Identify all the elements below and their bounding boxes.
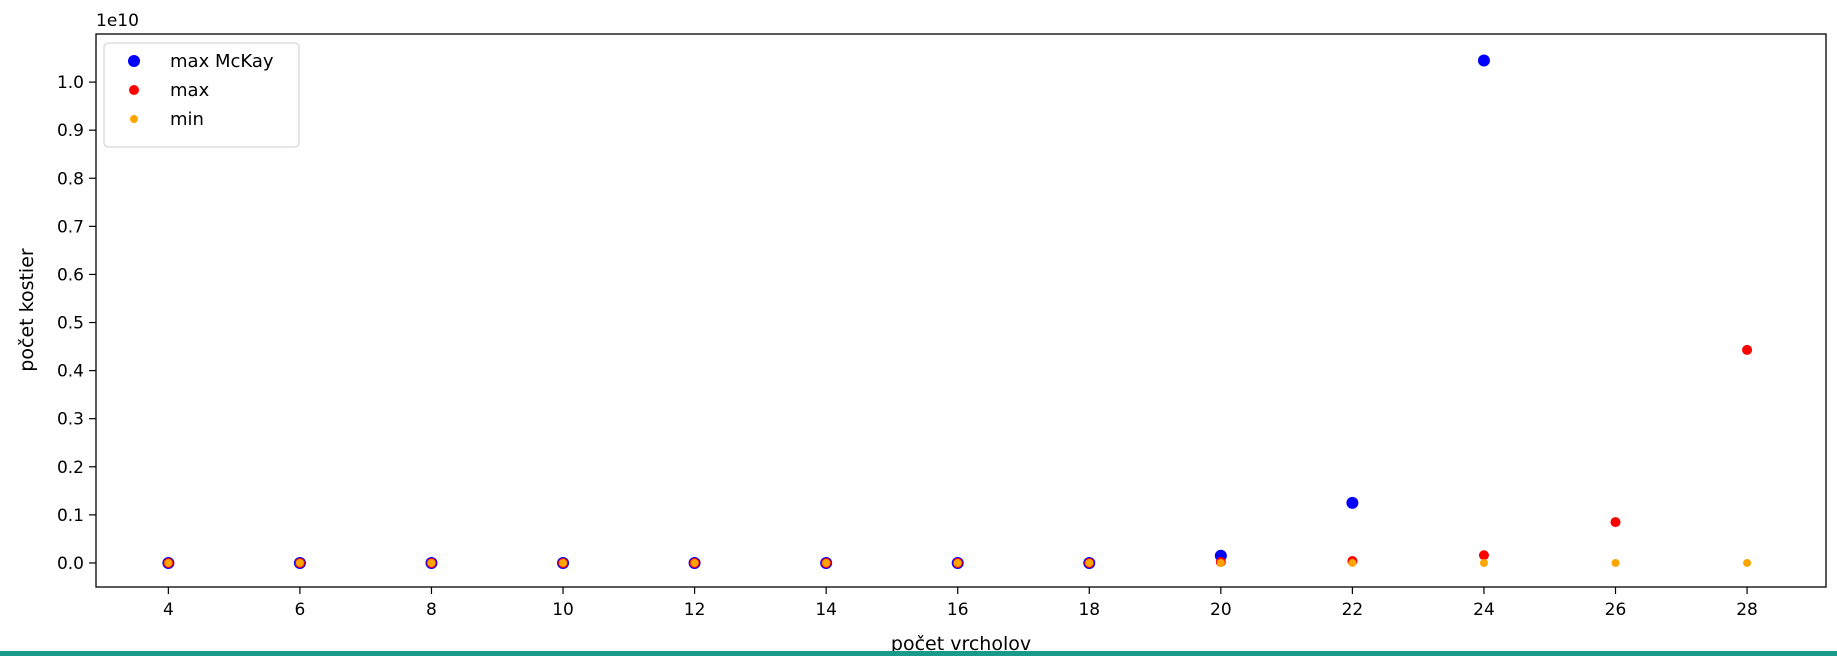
legend-label: min [170,109,204,130]
legend-label: max [170,80,210,101]
x-axis: 4 6 8 10 12 14 16 18 20 22 24 26 28 [163,587,1758,620]
x-tick-label: 16 [947,600,969,620]
x-tick-label: 6 [295,600,306,620]
y-tick-label: 0.9 [57,121,84,141]
x-tick-label: 8 [426,600,437,620]
y-tick-label: 0.2 [57,458,84,478]
point-max [1478,550,1489,561]
point-min [295,558,304,567]
x-tick-label: 22 [1342,600,1364,620]
point-min [427,558,436,567]
y-axis-title: počet kostier [16,248,38,372]
plot-area [95,33,1827,588]
point-min [822,558,831,567]
point-max [1742,344,1753,355]
point-min [1348,558,1357,567]
y-tick-label: 1.0 [57,73,84,93]
x-axis-title: počet vrcholov [891,633,1031,655]
y-offset-label: 1e10 [96,11,139,31]
x-tick-label: 24 [1473,600,1495,620]
y-tick-label: 0.7 [57,217,84,237]
point-max-mckay [1346,496,1359,509]
point-min [1216,558,1225,567]
y-tick-label: 0.8 [57,169,84,189]
x-tick-label: 14 [815,600,837,620]
x-tick-label: 12 [684,600,706,620]
x-tick-label: 28 [1736,600,1758,620]
x-tick-label: 26 [1605,600,1627,620]
legend-marker [129,85,139,95]
point-min [164,558,173,567]
x-tick-label: 20 [1210,600,1232,620]
y-tick-label: 0.0 [57,554,84,574]
y-tick-label: 0.5 [57,314,84,334]
x-tick-label: 18 [1078,600,1100,620]
x-tick-label: 10 [552,600,574,620]
bottom-accent-bar [0,651,1837,656]
legend-box [103,42,300,148]
point-max-mckay [1477,54,1490,67]
point-min [559,558,568,567]
point-max [1610,517,1621,528]
point-min [690,558,699,567]
y-tick-label: 0.1 [57,506,84,526]
legend-marker [130,115,138,123]
y-tick-label: 0.3 [57,410,84,430]
point-min [953,558,962,567]
point-min [1085,558,1094,567]
point-min [1611,558,1620,567]
legend-marker [128,55,140,67]
data-points [162,54,1753,569]
point-min [1743,558,1752,567]
y-tick-label: 0.4 [57,362,84,382]
y-axis: 0.0 0.1 0.2 0.3 0.4 0.5 0.6 0.7 0.8 0.9 1.0 [57,73,96,574]
point-min [1479,558,1488,567]
legend: max McKay max min [103,42,300,148]
x-tick-label: 4 [163,600,174,620]
y-tick-label: 0.6 [57,265,84,285]
legend-label: max McKay [170,51,274,72]
